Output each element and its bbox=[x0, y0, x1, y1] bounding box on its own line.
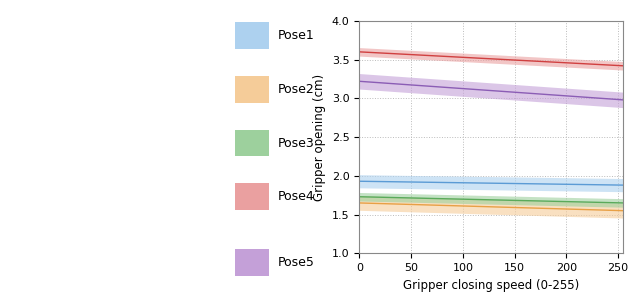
Bar bbox=[235, 249, 269, 276]
Text: Pose5: Pose5 bbox=[278, 256, 315, 269]
Y-axis label: Gripper opening (cm): Gripper opening (cm) bbox=[314, 74, 326, 201]
Text: Pose3: Pose3 bbox=[278, 136, 315, 150]
Text: Pose4: Pose4 bbox=[278, 190, 315, 203]
Bar bbox=[235, 130, 269, 156]
Bar bbox=[235, 76, 269, 103]
Text: Pose2: Pose2 bbox=[278, 83, 315, 96]
Text: Pose1: Pose1 bbox=[278, 29, 315, 42]
Bar bbox=[235, 183, 269, 210]
X-axis label: Gripper closing speed (0-255): Gripper closing speed (0-255) bbox=[403, 279, 579, 291]
Bar bbox=[235, 22, 269, 49]
